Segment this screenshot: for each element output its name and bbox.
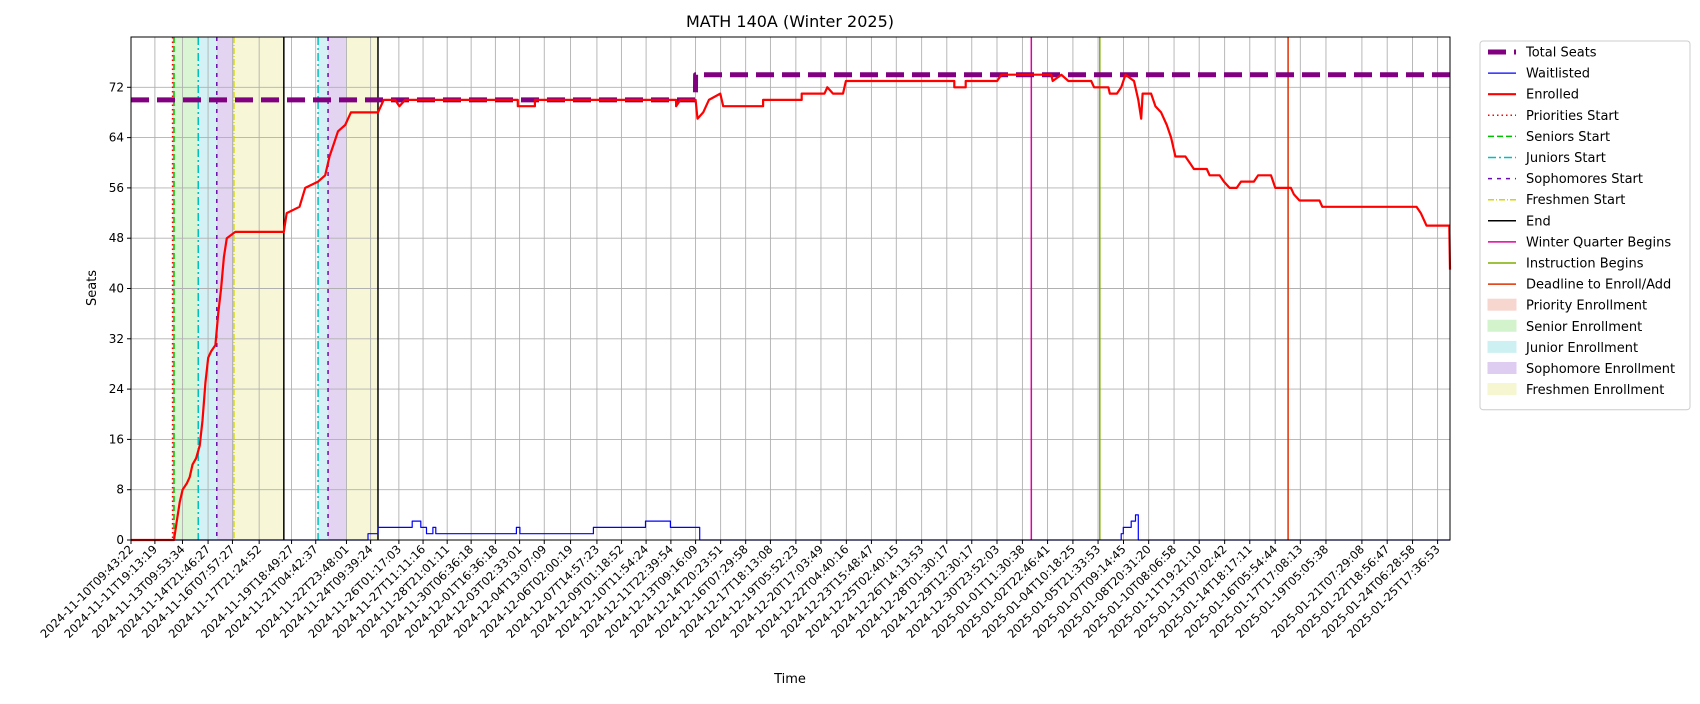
legend-label: Freshmen Enrollment	[1526, 383, 1664, 398]
enrolled-series-line	[131, 73, 1452, 542]
legend-item-juniors-start: Juniors Start	[1488, 151, 1606, 166]
y-tick-label: 64	[109, 131, 124, 145]
event-marker-lines	[171, 37, 1289, 540]
legend-label: Priority Enrollment	[1526, 299, 1647, 314]
legend-item-sophomores-start: Sophomores Start	[1488, 172, 1643, 187]
legend-box	[1479, 40, 1691, 411]
legend-swatch	[1487, 362, 1517, 374]
legend-item-seniors-start: Seniors Start	[1488, 130, 1610, 145]
legend-label: Waitlisted	[1526, 67, 1590, 82]
x-axis-ticks: 2024-11-10T09:43:222024-11-11T19:13:1920…	[37, 540, 1443, 641]
y-tick-label: 56	[109, 181, 124, 195]
y-tick-label: 8	[116, 483, 124, 497]
legend-item-total-seats: Total Seats	[1488, 46, 1597, 61]
grid-lines	[130, 37, 1450, 541]
legend-swatch	[1487, 298, 1517, 311]
legend-item-waitlisted: Waitlisted	[1488, 67, 1590, 82]
legend-item-deadline-to-enroll-add: Deadline to Enroll/Add	[1488, 278, 1671, 293]
legend-item-senior-enrollment: Senior Enrollment	[1487, 319, 1642, 335]
legend-item-priorities-start: Priorities Start	[1488, 109, 1619, 124]
legend-item-sophomore-enrollment: Sophomore Enrollment	[1487, 362, 1675, 377]
legend: Total Seats Waitlisted Enrolled Priorities …	[1479, 40, 1691, 411]
legend-label: Seniors Start	[1526, 130, 1610, 145]
y-tick-label: 32	[109, 332, 124, 346]
legend-item-junior-enrollment: Junior Enrollment	[1487, 340, 1638, 356]
series-lines	[131, 72, 1452, 542]
legend-label: Winter Quarter Begins	[1526, 235, 1671, 250]
y-tick-label: 48	[109, 231, 124, 245]
y-tick-label: 40	[109, 282, 124, 296]
legend-swatch	[1487, 319, 1517, 332]
legend-label: Sophomore Enrollment	[1526, 362, 1675, 377]
legend-item-winter-quarter-begins: Winter Quarter Begins	[1488, 235, 1671, 250]
legend-label: Freshmen Start	[1526, 193, 1625, 208]
legend-label: Sophomores Start	[1526, 172, 1643, 187]
y-tick-label: 24	[109, 382, 124, 396]
legend-label: Juniors Start	[1525, 151, 1606, 166]
legend-label: Enrolled	[1526, 88, 1579, 103]
x-axis-label: Time	[773, 672, 806, 687]
y-tick-label: 72	[109, 80, 124, 94]
legend-item-freshmen-enrollment: Freshmen Enrollment	[1487, 383, 1664, 398]
legend-item-enrolled: Enrolled	[1488, 88, 1579, 103]
legend-label: Senior Enrollment	[1526, 320, 1642, 335]
legend-label: End	[1526, 214, 1551, 229]
legend-item-priority-enrollment: Priority Enrollment	[1487, 298, 1647, 314]
legend-label: Deadline to Enroll/Add	[1526, 278, 1671, 293]
total-seats-series-line	[131, 72, 1450, 103]
legend-label: Junior Enrollment	[1525, 341, 1638, 356]
legend-item-instruction-begins: Instruction Begins	[1488, 257, 1644, 272]
legend-label: Priorities Start	[1526, 109, 1619, 124]
legend-swatch	[1487, 383, 1517, 396]
y-tick-label: 16	[109, 432, 124, 446]
y-axis-ticks: 0 8 16 24 32 40 48 56 64 72	[109, 80, 131, 547]
legend-swatch	[1487, 340, 1517, 353]
y-axis-label: Seats	[85, 270, 100, 306]
waitlisted-series-line	[131, 514, 1450, 541]
chart-title: MATH 140A (Winter 2025)	[686, 12, 894, 31]
legend-item-end: End	[1488, 214, 1551, 229]
legend-label: Instruction Begins	[1526, 257, 1644, 272]
legend-label: Total Seats	[1525, 46, 1597, 61]
y-tick-label: 0	[116, 533, 124, 547]
legend-item-freshmen-start: Freshmen Start	[1488, 193, 1625, 208]
